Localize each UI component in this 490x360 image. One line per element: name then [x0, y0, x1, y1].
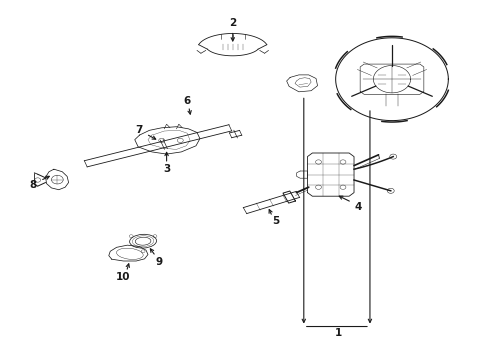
Text: 3: 3: [163, 164, 170, 174]
Text: 4: 4: [355, 202, 363, 212]
Text: 10: 10: [116, 272, 131, 282]
Text: 1: 1: [335, 328, 342, 338]
Text: 9: 9: [156, 257, 163, 267]
Text: 2: 2: [229, 18, 236, 28]
Text: 6: 6: [184, 96, 191, 106]
Text: 8: 8: [30, 180, 37, 190]
Text: 5: 5: [272, 216, 279, 226]
Text: 7: 7: [135, 125, 143, 135]
